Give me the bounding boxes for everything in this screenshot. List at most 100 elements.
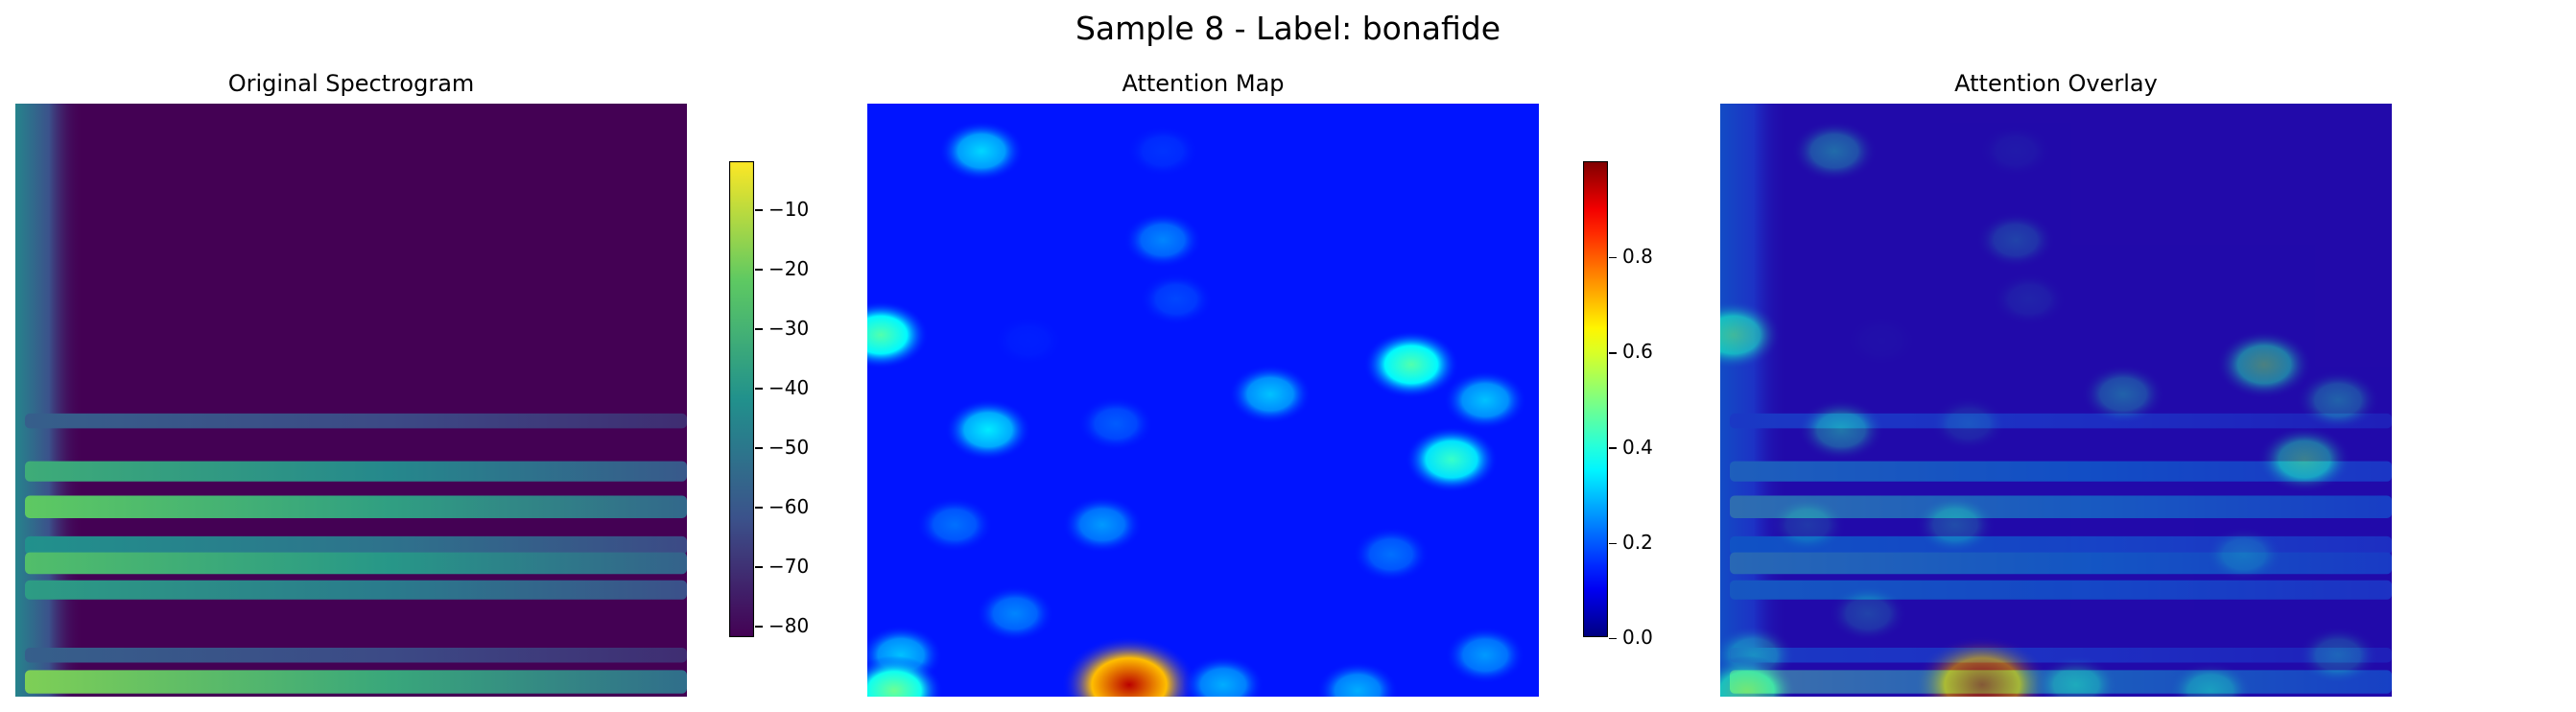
tick-label: 0.2 [1622,530,1653,554]
attention-hotspot [1363,330,1459,399]
attention-background [1720,104,2392,697]
attention-colorbar-tick: 0.6 [1609,338,1653,365]
tick-mark [1609,352,1617,354]
attention-hotspot [1061,636,1197,697]
attention-hotspot [1443,370,1527,430]
tick-mark [755,388,763,390]
attention-colorbar-tick: 0.8 [1609,243,1653,270]
tick-mark [755,566,763,568]
tick-mark [755,507,763,509]
spectrogram-band [25,648,687,663]
spectrogram-band [25,461,687,482]
tick-label: −20 [768,256,810,280]
attention-colorbar-tick: 0.4 [1609,434,1653,461]
tick-label: −30 [768,316,810,340]
attention-hotspot [1797,398,1885,462]
attention-overlay-plot [1720,104,2392,697]
spectrogram-band [25,580,687,600]
attention-hotspot [867,300,929,369]
spectrogram-colorbar-tick: −70 [755,553,809,580]
spectrogram-colorbar [729,161,754,637]
tick-mark [755,626,763,628]
attention-colorbar-tick: 0.0 [1609,624,1653,651]
spectrogram-band [25,535,687,555]
attention-hotspot [2298,626,2378,684]
spectrogram-band [25,670,687,694]
tick-mark [1609,256,1617,259]
figure-title: Sample 8 - Label: bonafide [1075,10,1501,47]
tick-label: −50 [768,435,810,459]
tick-mark [1609,637,1617,640]
attention-hotspot [1445,626,1525,684]
attention-hotspot [976,585,1054,642]
attention-hotspot [1915,495,1996,554]
attention-hotspot [915,497,994,553]
attention-colorbar-ticks: 0.0 0.2 0.4 0.6 0.8 [1609,161,1724,649]
attention-hotspot [2205,527,2283,582]
tick-label: 0.6 [1622,340,1653,364]
tick-label: −70 [768,554,810,578]
attention-hotspot [1914,636,2050,697]
attention-hotspot [1228,364,1312,424]
tick-mark [755,269,763,271]
attention-hotspot [1352,527,1430,582]
spectrogram-colorbar-gradient [729,161,754,637]
attention-hotspot [1126,125,1199,178]
spectrogram-band [25,495,687,518]
attention-hotspot [2035,655,2117,697]
spectrogram-band [25,413,687,429]
attention-hotspot [1979,125,2052,178]
attention-hotspot [2216,330,2312,399]
tick-label: −40 [768,375,810,399]
attention-hotspot [944,398,1032,462]
attention-hotspot [1405,426,1499,493]
attention-hotspot [1139,273,1214,326]
spectrogram-colorbar-ticks: −10 −20 −30 −40 −50 −60 −70 −80 [755,161,870,637]
tick-label: 0.0 [1622,626,1653,649]
attention-hotspot [1077,396,1154,451]
attention-hotspot [2257,426,2351,493]
attention-colorbar [1583,161,1608,637]
attention-hotspot [1976,211,2055,269]
tick-mark [755,209,763,211]
attention-hotspot [1791,120,1878,182]
attention-hotspot [867,655,943,697]
spectrogram-colorbar-tick: −30 [755,315,809,342]
attention-hotspot [2296,370,2380,430]
spectrogram-title: Original Spectrogram [227,70,475,97]
attention-background [867,104,1539,697]
spectrogram-colorbar-tick: −60 [755,493,809,520]
attention-hotspot [1768,497,1847,553]
spectrogram-background [15,104,687,697]
attention-hotspot [938,120,1025,182]
attention-hotspot [1829,585,1907,642]
spectrogram-colorbar-tick: −40 [755,374,809,401]
tick-label: −60 [768,494,810,518]
spectrogram-colorbar-tick: −10 [755,196,809,223]
attention-map-plot [867,104,1539,697]
spectrogram-colorbar-tick: −50 [755,434,809,461]
tick-mark [1609,447,1617,449]
attention-hotspot [1720,655,1796,697]
attention-hotspot [1720,300,1782,369]
tick-label: 0.8 [1622,245,1653,269]
attention-hotspot [1930,396,2007,451]
tick-label: 0.4 [1622,435,1653,459]
spectrogram-colorbar-tick: −20 [755,255,809,282]
attention-hotspot [1123,211,1202,269]
attention-hotspot [993,316,1064,367]
attention-map-title: Attention Map [1122,70,1285,97]
attention-colorbar-gradient [1583,161,1608,637]
tick-label: −80 [768,613,810,637]
attention-hotspot [2169,661,2252,697]
attention-hotspot [1992,273,2067,326]
attention-hotspot [2081,364,2165,424]
attention-hotspot [1316,661,1399,697]
low-frequency-column [15,104,83,697]
spectrogram-colorbar-tick: −80 [755,612,809,639]
spectrogram-plot [15,104,687,697]
attention-hotspot [1846,316,1917,367]
attention-colorbar-tick: 0.2 [1609,529,1653,556]
overlay-title: Attention Overlay [1954,70,2158,97]
tick-mark [755,328,763,330]
